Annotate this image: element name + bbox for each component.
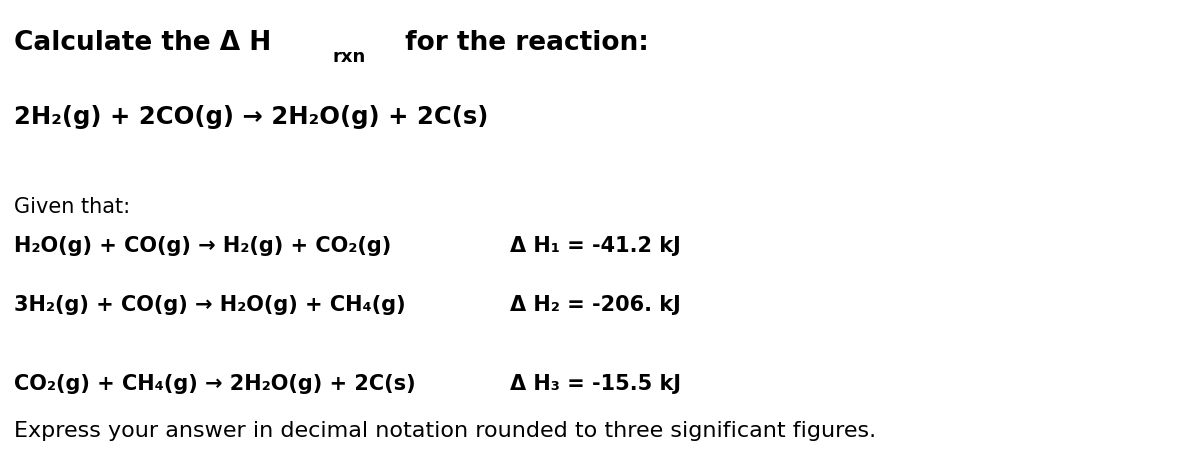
Text: CO₂(g) + CH₄(g) → 2H₂O(g) + 2C(s): CO₂(g) + CH₄(g) → 2H₂O(g) + 2C(s) xyxy=(14,374,416,395)
Text: 3H₂(g) + CO(g) → H₂O(g) + CH₄(g): 3H₂(g) + CO(g) → H₂O(g) + CH₄(g) xyxy=(14,295,406,315)
Text: rxn: rxn xyxy=(332,48,366,66)
Text: Given that:: Given that: xyxy=(14,197,131,217)
Text: H₂O(g) + CO(g) → H₂(g) + CO₂(g): H₂O(g) + CO(g) → H₂(g) + CO₂(g) xyxy=(14,236,391,256)
Text: Express your answer in decimal notation rounded to three significant figures.: Express your answer in decimal notation … xyxy=(14,421,876,441)
Text: Δ H₃ = -15.5 kJ: Δ H₃ = -15.5 kJ xyxy=(510,374,682,395)
Text: Δ H₁ = -41.2 kJ: Δ H₁ = -41.2 kJ xyxy=(510,236,680,256)
Text: Δ H₂ = -206. kJ: Δ H₂ = -206. kJ xyxy=(510,295,680,315)
Text: for the reaction:: for the reaction: xyxy=(396,30,649,57)
Text: Calculate the Δ H: Calculate the Δ H xyxy=(14,30,271,57)
Text: 2H₂(g) + 2CO(g) → 2H₂O(g) + 2C(s): 2H₂(g) + 2CO(g) → 2H₂O(g) + 2C(s) xyxy=(14,105,488,129)
